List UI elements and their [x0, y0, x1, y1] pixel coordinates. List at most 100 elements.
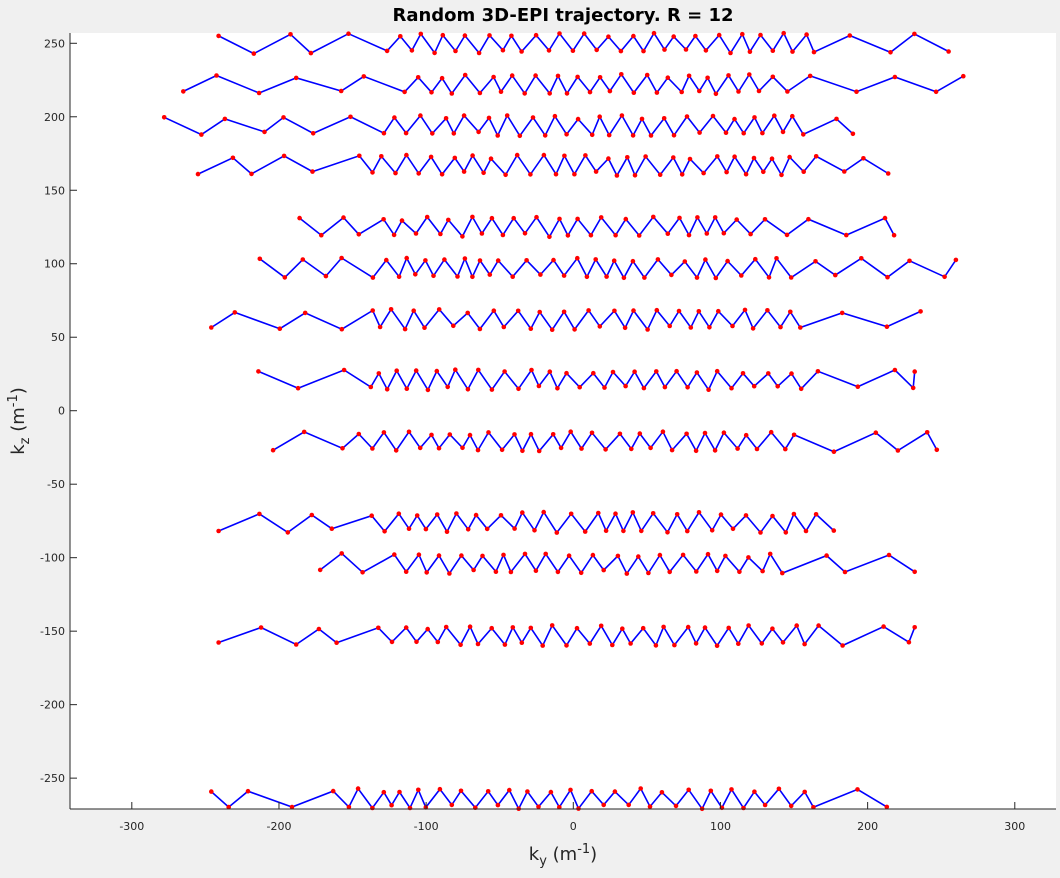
trajectory-point — [361, 74, 367, 79]
trajectory-point — [429, 90, 434, 95]
trajectory-point — [443, 116, 449, 121]
x-tick-label: 200 — [857, 820, 878, 833]
trajectory-point — [671, 34, 676, 39]
trajectory-point — [575, 255, 580, 261]
trajectory-point — [504, 113, 510, 118]
trajectory-point — [772, 113, 777, 118]
trajectory-point — [802, 641, 807, 647]
trajectory-point — [587, 89, 593, 95]
trajectory-point — [721, 430, 727, 436]
trajectory-point — [703, 257, 708, 262]
trajectory-point — [618, 48, 624, 54]
trajectory-point — [596, 510, 601, 516]
trajectory-point — [256, 369, 261, 374]
x-tick-label: 100 — [710, 820, 731, 833]
trajectory-point — [613, 511, 618, 516]
trajectory-point — [802, 789, 807, 795]
trajectory-point — [553, 171, 559, 177]
trajectory-point — [752, 115, 757, 120]
trajectory-point — [590, 552, 596, 558]
trajectory-point — [575, 116, 581, 122]
trajectory-point — [245, 788, 251, 794]
trajectory-point — [258, 625, 264, 630]
trajectory-point — [679, 89, 684, 95]
trajectory-point — [281, 115, 286, 120]
trajectory-point — [807, 73, 813, 79]
trajectory-point — [648, 445, 653, 451]
trajectory-point — [882, 215, 888, 221]
trajectory-point — [579, 446, 584, 451]
trajectory-point — [256, 90, 262, 96]
trajectory-point — [726, 625, 731, 631]
trajectory-point — [703, 48, 709, 53]
trajectory-point — [891, 232, 897, 238]
trajectory-point — [779, 172, 784, 178]
trajectory-point — [384, 387, 390, 392]
trajectory-point — [249, 171, 254, 177]
trajectory-point — [601, 567, 606, 573]
trajectory-point — [471, 567, 476, 573]
trajectory-point — [477, 258, 483, 263]
trajectory-line-4 — [299, 215, 895, 239]
trajectory-point — [376, 625, 381, 631]
trajectory-point — [791, 511, 797, 517]
trajectory-point — [370, 805, 375, 811]
trajectory-point — [226, 804, 231, 810]
trajectory-point — [933, 89, 939, 95]
trajectory-point — [547, 91, 552, 96]
trajectory-point — [423, 526, 429, 532]
trajectory-point — [813, 154, 819, 159]
trajectory-point — [546, 48, 552, 53]
trajectory-point — [449, 91, 455, 96]
trajectory-point — [389, 802, 394, 808]
trajectory-point — [475, 447, 481, 453]
trajectory-point — [509, 73, 515, 78]
trajectory-point — [462, 72, 468, 78]
trajectory-point — [740, 31, 745, 37]
trajectory-point — [297, 215, 302, 221]
trajectory-point — [912, 569, 917, 575]
trajectory-point — [597, 114, 602, 119]
trajectory-point — [912, 369, 917, 374]
trajectory-point — [476, 50, 482, 56]
trajectory-point — [647, 804, 653, 809]
trajectory-point — [381, 430, 387, 435]
trajectory-point — [417, 445, 423, 451]
y-axis-label: kz (m-1) — [6, 387, 33, 455]
trajectory-point — [775, 384, 780, 389]
trajectory-point — [389, 639, 395, 645]
trajectory-point — [477, 90, 483, 96]
trajectory-point — [612, 308, 617, 314]
trajectory-point — [397, 789, 402, 795]
y-tick-label: 100 — [44, 258, 65, 271]
trajectory-point — [549, 327, 555, 333]
y-tick-label: -50 — [47, 478, 65, 491]
trajectory-point — [747, 49, 753, 54]
trajectory-line-6 — [210, 307, 921, 332]
trajectory-point — [811, 804, 816, 810]
trajectory-point — [356, 431, 362, 437]
trajectory-point — [424, 570, 430, 575]
trajectory-point — [520, 448, 525, 454]
trajectory-point — [686, 232, 692, 238]
trajectory-point — [341, 367, 347, 373]
trajectory-point — [562, 153, 567, 159]
trajectory-point — [665, 530, 670, 535]
trajectory-point — [465, 310, 471, 316]
trajectory-point — [515, 308, 521, 314]
trajectory-point — [216, 33, 221, 39]
trajectory-point — [606, 34, 611, 39]
trajectory-point — [568, 511, 574, 517]
trajectory-point — [444, 529, 450, 534]
trajectory-point — [216, 640, 221, 645]
trajectory-point — [348, 114, 353, 120]
trajectory-point — [716, 32, 722, 38]
trajectory-point — [449, 802, 455, 808]
trajectory-point — [785, 89, 790, 94]
trajectory-point — [487, 33, 492, 38]
trajectory-point — [813, 259, 818, 264]
trajectory-point — [751, 383, 757, 389]
trajectory-point — [682, 259, 688, 264]
y-axis-label-main: k — [8, 444, 29, 455]
x-tick-label: -300 — [119, 820, 144, 833]
